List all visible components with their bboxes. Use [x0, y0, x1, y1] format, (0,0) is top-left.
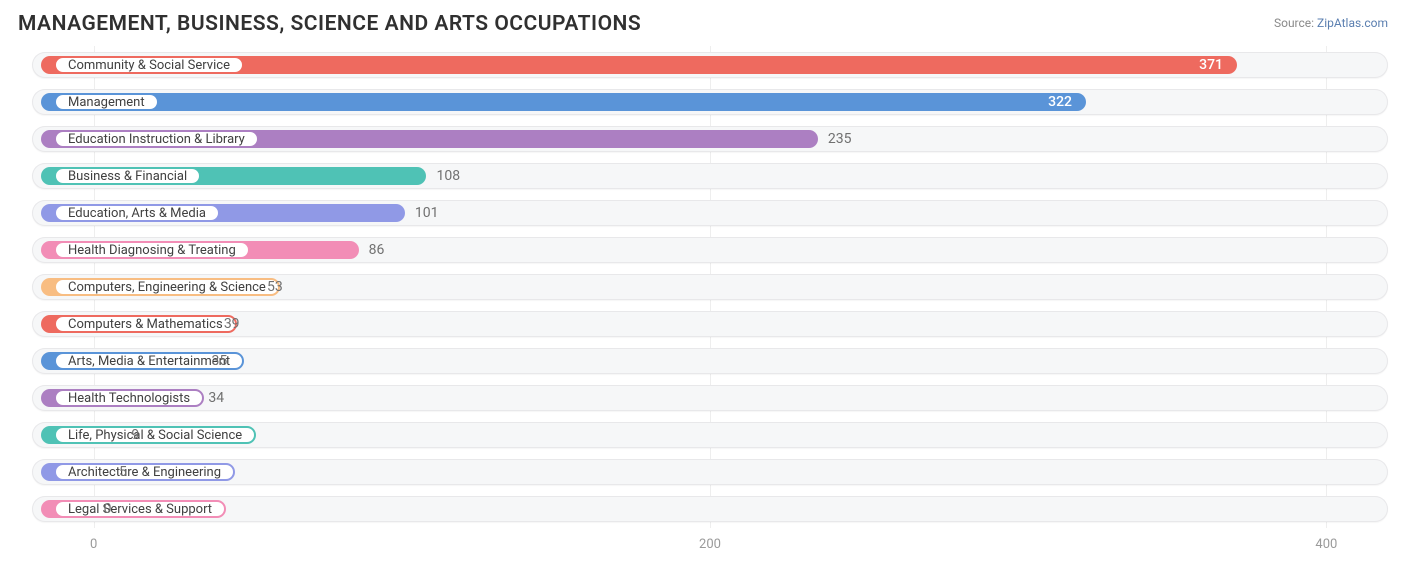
bar-value: 108 — [436, 161, 460, 191]
bar-chart: Community & Social Service 371 Management 3… — [18, 50, 1388, 557]
source-attribution: Source: ZipAtlas.com — [1274, 12, 1388, 30]
bar-row: Arts, Media & Entertainment35 — [32, 346, 1388, 376]
bar-row: Education Instruction & Library 235 — [32, 124, 1388, 154]
plot-area: Community & Social Service 371 Management 3… — [32, 50, 1388, 524]
header: MANAGEMENT, BUSINESS, SCIENCE AND ARTS O… — [18, 12, 1388, 36]
x-tick-label: 400 — [1315, 537, 1337, 552]
bar-value: 9 — [131, 420, 139, 450]
bar-label-pill: Life, Physical & Social Science — [54, 426, 256, 444]
bar-row: Business & Financial 108 — [32, 161, 1388, 191]
bar-value: 322 — [1048, 87, 1072, 117]
bar-label-pill: Legal Services & Support — [54, 500, 226, 518]
x-tick-label: 0 — [90, 537, 97, 552]
bar-label-pill: Computers, Engineering & Science — [54, 278, 280, 296]
chart-title: MANAGEMENT, BUSINESS, SCIENCE AND ARTS O… — [18, 12, 641, 36]
bar-value: 86 — [369, 235, 385, 265]
bar-row: Community & Social Service 371 — [32, 50, 1388, 80]
bar-value: 371 — [1199, 50, 1223, 80]
bar-row: Architecture & Engineering5 — [32, 457, 1388, 487]
bar-value: 101 — [415, 198, 439, 228]
bar-value: 35 — [212, 346, 228, 376]
x-axis: 0 200 400 — [32, 531, 1388, 557]
bar-value: 53 — [267, 272, 283, 302]
bar-value: 34 — [208, 383, 224, 413]
bar — [41, 93, 1086, 111]
source-prefix: Source: — [1274, 16, 1317, 30]
bar-value: 5 — [119, 457, 127, 487]
bar-row: Management 322 — [32, 87, 1388, 117]
bar-track — [32, 496, 1388, 522]
bar-label-pill: Management — [54, 93, 159, 111]
source-link[interactable]: ZipAtlas.com — [1317, 16, 1388, 30]
bar-value: 39 — [224, 309, 240, 339]
bar-label-pill: Architecture & Engineering — [54, 463, 235, 481]
bar-row: Computers & Mathematics39 — [32, 309, 1388, 339]
bar-row: Legal Services & Support0 — [32, 494, 1388, 524]
bar-row: Life, Physical & Social Science9 — [32, 420, 1388, 450]
bar-value: 235 — [828, 124, 852, 154]
bar-label-pill: Education, Arts & Media — [54, 204, 220, 222]
bar-row: Health Technologists34 — [32, 383, 1388, 413]
bar-row: Computers, Engineering & Science53 — [32, 272, 1388, 302]
bar-label-pill: Education Instruction & Library — [54, 130, 259, 148]
bar-label-pill: Community & Social Service — [54, 56, 244, 74]
bar-label-pill: Health Technologists — [54, 389, 204, 407]
bar-label-pill: Computers & Mathematics — [54, 315, 237, 333]
bar-row: Health Diagnosing & Treating 86 — [32, 235, 1388, 265]
x-tick-label: 200 — [699, 537, 721, 552]
bar-row: Education, Arts & Media 101 — [32, 198, 1388, 228]
bar-label-pill: Business & Financial — [54, 167, 201, 185]
bar-value: 0 — [104, 494, 112, 524]
bar-track — [32, 459, 1388, 485]
bar-track — [32, 385, 1388, 411]
bar-label-pill: Health Diagnosing & Treating — [54, 241, 250, 259]
